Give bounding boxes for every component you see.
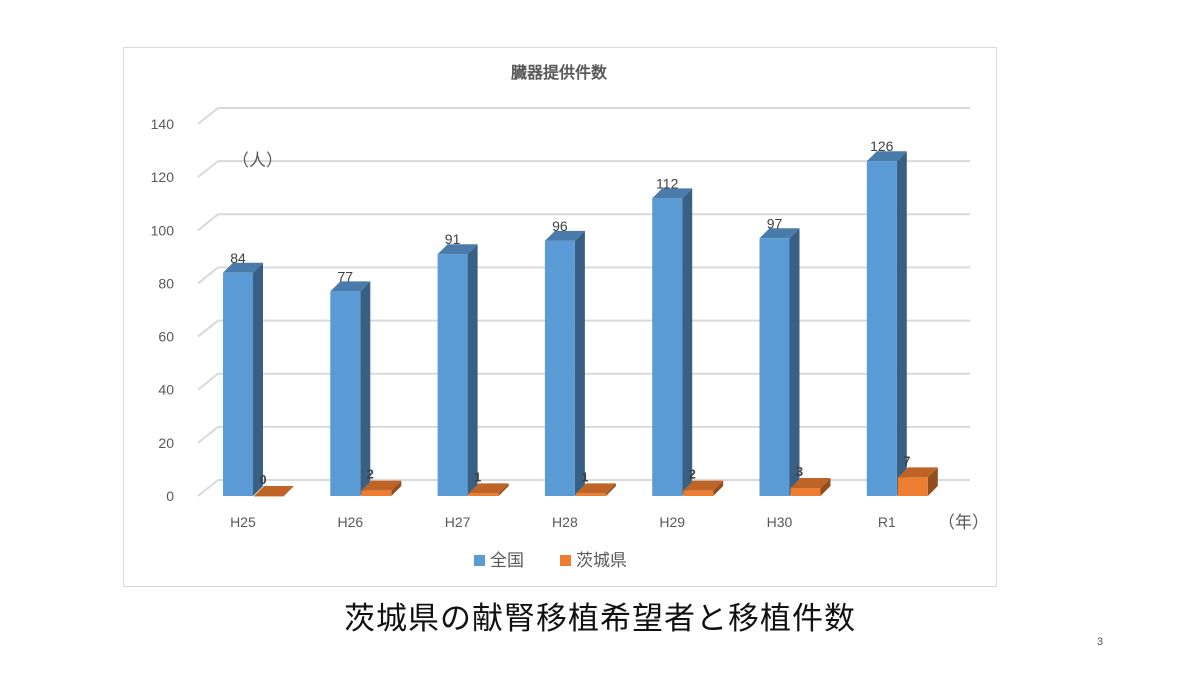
gridline-diagonal [197, 213, 219, 232]
bar-ibaraki [575, 493, 606, 496]
gridline-diagonal [197, 319, 219, 338]
bar-top-ibaraki [361, 480, 402, 491]
bar-top-national [223, 262, 263, 273]
bar-side-national [253, 262, 263, 496]
bar-side-ibaraki [820, 478, 831, 496]
legend-swatch [474, 555, 485, 566]
gridline-diagonal [197, 479, 219, 497]
bar-national [759, 238, 790, 496]
chart-title: 臓器提供件数 [511, 63, 608, 82]
data-label-national: 84 [230, 250, 246, 266]
bar-top-national [437, 244, 478, 255]
bar-side-national [574, 230, 585, 496]
data-label-national: 126 [870, 138, 894, 154]
bar-ibaraki [468, 493, 499, 496]
data-label-ibaraki: 1 [581, 469, 588, 484]
bar-top-ibaraki [468, 483, 509, 494]
gridline-diagonal [197, 266, 219, 285]
bar-side-national [789, 228, 800, 496]
gridline-diagonal [197, 107, 219, 125]
bar-side-ibaraki [391, 480, 402, 496]
bar-side-ibaraki [498, 483, 509, 496]
bar-top-ibaraki [790, 478, 831, 489]
bar-ibaraki [683, 490, 714, 496]
legend-swatch [560, 555, 571, 566]
bar-side-ibaraki [605, 483, 616, 496]
data-label-ibaraki: 2 [367, 467, 374, 482]
x-tick-label: H27 [445, 514, 471, 530]
data-label-ibaraki: 3 [796, 464, 803, 479]
bar-ibaraki [254, 496, 284, 497]
gridline-diagonal [197, 160, 219, 178]
data-label-national: 97 [767, 215, 783, 231]
x-tick-label: H26 [337, 514, 363, 530]
x-tick-label: R1 [878, 514, 896, 530]
bar-national [652, 198, 683, 496]
y-tick-label: 100 [151, 222, 175, 238]
x-tick-label: H25 [230, 514, 256, 530]
x-tick-label: H28 [552, 514, 578, 530]
gridline-diagonal [197, 426, 219, 444]
data-label-ibaraki: 2 [689, 467, 696, 482]
bar-top-ibaraki [683, 480, 724, 491]
data-label-ibaraki: 7 [903, 453, 910, 468]
bar-national [437, 254, 468, 496]
y-axis-unit-label: （人） [232, 151, 283, 171]
legend-label: 茨城県 [576, 551, 627, 571]
bar-top-ibaraki [897, 467, 938, 478]
y-tick-label: 120 [151, 169, 175, 185]
bar-national [223, 272, 253, 496]
bar-top-ibaraki [575, 483, 616, 494]
y-tick-label: 40 [158, 382, 174, 398]
bar-side-ibaraki [713, 480, 724, 496]
bar-top-ibaraki [254, 486, 294, 496]
data-label-national: 96 [552, 218, 568, 234]
bar-side-national [360, 281, 371, 496]
bar-top-national [759, 228, 800, 239]
y-tick-label: 60 [158, 329, 174, 345]
bar-national [866, 161, 897, 496]
bar-top-national [330, 281, 371, 292]
bar-top-national [866, 151, 907, 162]
data-label-ibaraki: 1 [474, 469, 481, 484]
x-axis-unit-label: （年） [938, 513, 989, 533]
bar-ibaraki [361, 490, 392, 496]
legend-label: 全国 [490, 551, 524, 571]
bar-side-ibaraki [927, 467, 938, 496]
y-tick-label: 0 [166, 488, 174, 504]
bar-ibaraki [790, 488, 821, 496]
x-tick-label: H29 [659, 514, 685, 530]
y-tick-label: 80 [158, 275, 174, 291]
bar-side-national [467, 244, 478, 496]
bar-national [330, 291, 361, 496]
data-label-national: 91 [445, 231, 461, 247]
data-label-ibaraki: 0 [259, 472, 266, 487]
slide-caption: 茨城県の献腎移植希望者と移植件数 [344, 601, 856, 637]
y-tick-label: 140 [151, 116, 175, 132]
bar-top-national [652, 188, 693, 199]
gridline-diagonal [197, 372, 219, 391]
bar-top-national [544, 230, 585, 241]
x-tick-label: H30 [767, 514, 793, 530]
data-label-national: 112 [656, 175, 679, 191]
page-number: 3 [1097, 636, 1104, 648]
data-label-national: 77 [338, 268, 354, 284]
bar-side-national [896, 151, 907, 496]
bar-national [544, 240, 575, 496]
bar-ibaraki [897, 477, 928, 496]
bar-side-national [682, 188, 693, 496]
y-tick-label: 20 [158, 435, 174, 451]
